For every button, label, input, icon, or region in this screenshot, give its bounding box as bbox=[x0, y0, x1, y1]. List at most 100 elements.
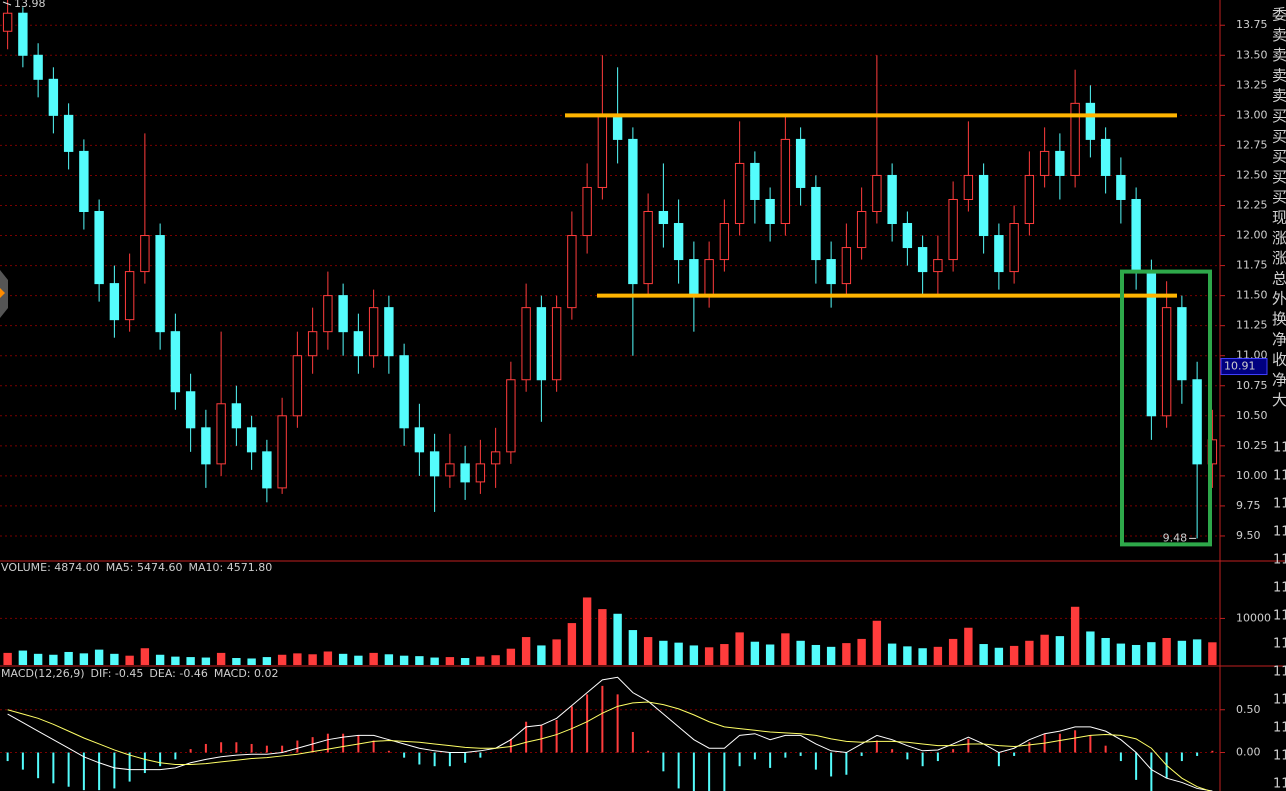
candle-body bbox=[734, 162, 745, 225]
volume-bar bbox=[1040, 634, 1049, 665]
side-label: 买 bbox=[1272, 188, 1286, 206]
candle-body bbox=[780, 138, 791, 225]
candle-body bbox=[338, 295, 348, 333]
y-tick-label: 11.25 bbox=[1236, 319, 1268, 332]
volume-bar bbox=[33, 653, 43, 665]
volume-bar bbox=[262, 657, 272, 665]
y-tick-label: 10000 bbox=[1236, 611, 1271, 624]
volume-bar bbox=[674, 642, 683, 665]
dea-line bbox=[7, 701, 1212, 791]
volume-bar bbox=[933, 646, 943, 665]
pane-header: VOLUME: 4874.00 bbox=[1, 561, 100, 574]
candle-body bbox=[704, 259, 714, 297]
candle-body bbox=[1055, 150, 1065, 176]
candle-body bbox=[628, 138, 638, 285]
volume-bar bbox=[354, 655, 363, 665]
side-cut: 11 bbox=[1273, 609, 1286, 624]
candle-body bbox=[307, 331, 318, 357]
volume-bar bbox=[720, 644, 729, 665]
low-label: 9.48 bbox=[1163, 531, 1188, 544]
candle-body bbox=[414, 427, 425, 453]
candle-body bbox=[902, 223, 913, 249]
candle-body bbox=[978, 174, 989, 237]
candle-body bbox=[689, 259, 699, 297]
macd-marks bbox=[6, 676, 1214, 791]
volume-bar bbox=[64, 651, 73, 665]
candle-body bbox=[887, 174, 897, 225]
side-label: 卖 bbox=[1272, 66, 1286, 84]
side-label: 外 bbox=[1272, 290, 1286, 308]
side-cut: 11 bbox=[1273, 581, 1286, 596]
volume-bar bbox=[491, 655, 500, 665]
side-cut: 11 bbox=[1273, 665, 1286, 680]
candle-body bbox=[917, 247, 928, 273]
volume-bar bbox=[887, 643, 897, 665]
candle-body bbox=[475, 463, 486, 483]
volume-bar bbox=[232, 658, 241, 665]
volume-bar bbox=[1147, 642, 1156, 665]
side-label: 收 bbox=[1272, 351, 1286, 369]
side-cut: 11 bbox=[1273, 525, 1286, 540]
volume-bar bbox=[1009, 645, 1019, 665]
volume-bar bbox=[110, 653, 119, 665]
candle-body bbox=[826, 259, 836, 285]
volume-bar bbox=[948, 638, 958, 665]
volume-bar bbox=[598, 609, 607, 665]
y-tick-label: 12.25 bbox=[1236, 198, 1268, 211]
candle-body bbox=[719, 223, 730, 261]
side-cut: 11 bbox=[1273, 441, 1286, 456]
candle-body bbox=[231, 403, 242, 429]
volume-bar bbox=[460, 658, 470, 665]
volume-bar bbox=[18, 650, 28, 665]
volume-bar bbox=[704, 647, 714, 665]
pane-header: MA10: 4571.80 bbox=[188, 561, 272, 574]
candle-body bbox=[246, 427, 257, 453]
candle-body bbox=[948, 198, 958, 261]
y-tick-label: 11.75 bbox=[1236, 259, 1268, 272]
volume-bar bbox=[1192, 639, 1202, 665]
candle-body bbox=[445, 463, 455, 477]
volume-bar bbox=[430, 657, 439, 665]
y-tick-label: 13.25 bbox=[1236, 78, 1268, 91]
volume-bar bbox=[338, 653, 348, 665]
candle-body bbox=[1085, 102, 1096, 140]
candle-body bbox=[155, 235, 165, 333]
candle-body bbox=[384, 307, 394, 357]
high-label: 13.98 bbox=[14, 0, 46, 10]
y-tick-label: 13.50 bbox=[1236, 48, 1268, 61]
volume-bar bbox=[277, 654, 287, 665]
candle-body bbox=[109, 283, 120, 321]
volume-bar bbox=[842, 643, 851, 665]
candle-body bbox=[460, 463, 470, 483]
candle-body bbox=[841, 247, 852, 285]
candle-body bbox=[63, 114, 74, 152]
side-cut: 11 bbox=[1273, 637, 1286, 652]
candle-body bbox=[262, 451, 272, 489]
side-cut: 11 bbox=[1273, 469, 1286, 484]
volume-bar bbox=[79, 653, 89, 665]
candles bbox=[2, 0, 1218, 539]
candle-body bbox=[94, 211, 104, 285]
current-price-label: 10.91 bbox=[1224, 360, 1256, 373]
volume-bar bbox=[765, 644, 775, 665]
y-tick-label: 10.00 bbox=[1236, 469, 1268, 482]
volume-bar bbox=[1177, 640, 1187, 665]
candle-body bbox=[994, 235, 1004, 273]
side-cut: 11 bbox=[1273, 721, 1286, 736]
side-arrow bbox=[0, 288, 5, 298]
side-label: 大 bbox=[1272, 391, 1286, 409]
y-tick-label: 10.25 bbox=[1236, 439, 1268, 452]
candle-body bbox=[673, 223, 684, 261]
candle-body bbox=[1024, 174, 1035, 225]
volume-bar bbox=[872, 620, 882, 665]
volume-bar bbox=[1086, 631, 1095, 665]
candle-body bbox=[582, 186, 592, 237]
volume-bar bbox=[735, 632, 744, 665]
volume-bar bbox=[125, 655, 134, 665]
candle-body bbox=[811, 186, 821, 261]
volume-bar bbox=[369, 652, 378, 665]
candle-body bbox=[201, 427, 211, 465]
volume-bar bbox=[308, 654, 317, 665]
volume-bar bbox=[537, 645, 546, 665]
side-label: 总 bbox=[1272, 269, 1286, 287]
